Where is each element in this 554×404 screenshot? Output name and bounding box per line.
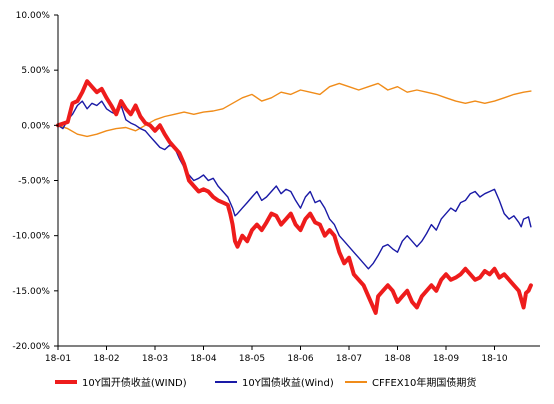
series-line-1 xyxy=(56,79,533,315)
x-tick-label: 18-05 xyxy=(239,354,265,364)
x-tick-label: 18-02 xyxy=(93,354,119,364)
y-tick-label: -10.00% xyxy=(12,232,50,242)
x-tick-label: 18-09 xyxy=(433,354,459,364)
x-tick-label: 18-10 xyxy=(481,354,507,364)
x-tick-label: 18-01 xyxy=(45,354,71,364)
y-tick-label: -20.00% xyxy=(12,342,50,352)
axes xyxy=(54,14,540,350)
legend-label-1: 10Y国开债收益(WIND) xyxy=(82,376,187,389)
y-tick-label: 10.00% xyxy=(16,11,51,21)
tick-labels: 10.00% 5.00% 0.00% -5.00% -10.00% -15.00% -20.… xyxy=(12,11,507,364)
x-tick-label: 18-07 xyxy=(336,354,362,364)
legend-label-2: 10Y国债收益(Wind) xyxy=(242,376,334,389)
plot-lines xyxy=(56,79,533,315)
x-tick-label: 18-04 xyxy=(190,354,216,364)
y-tick-label: 0.00% xyxy=(21,121,50,131)
x-tick-label: 18-08 xyxy=(384,354,410,364)
x-tick-label: 18-03 xyxy=(142,354,168,364)
y-tick-label: -5.00% xyxy=(18,177,50,187)
x-tick-label: 18-06 xyxy=(287,354,313,364)
series-line-2 xyxy=(57,100,532,270)
series-line-3 xyxy=(57,82,532,138)
y-tick-label: 5.00% xyxy=(21,66,50,76)
legend-label-3: CFFEX10年期国债期货 xyxy=(372,376,476,389)
y-tick-label: -15.00% xyxy=(12,287,50,297)
legend: 10Y国开债收益(WIND) 10Y国债收益(Wind) CFFEX10年期国债期货 xyxy=(55,376,476,389)
